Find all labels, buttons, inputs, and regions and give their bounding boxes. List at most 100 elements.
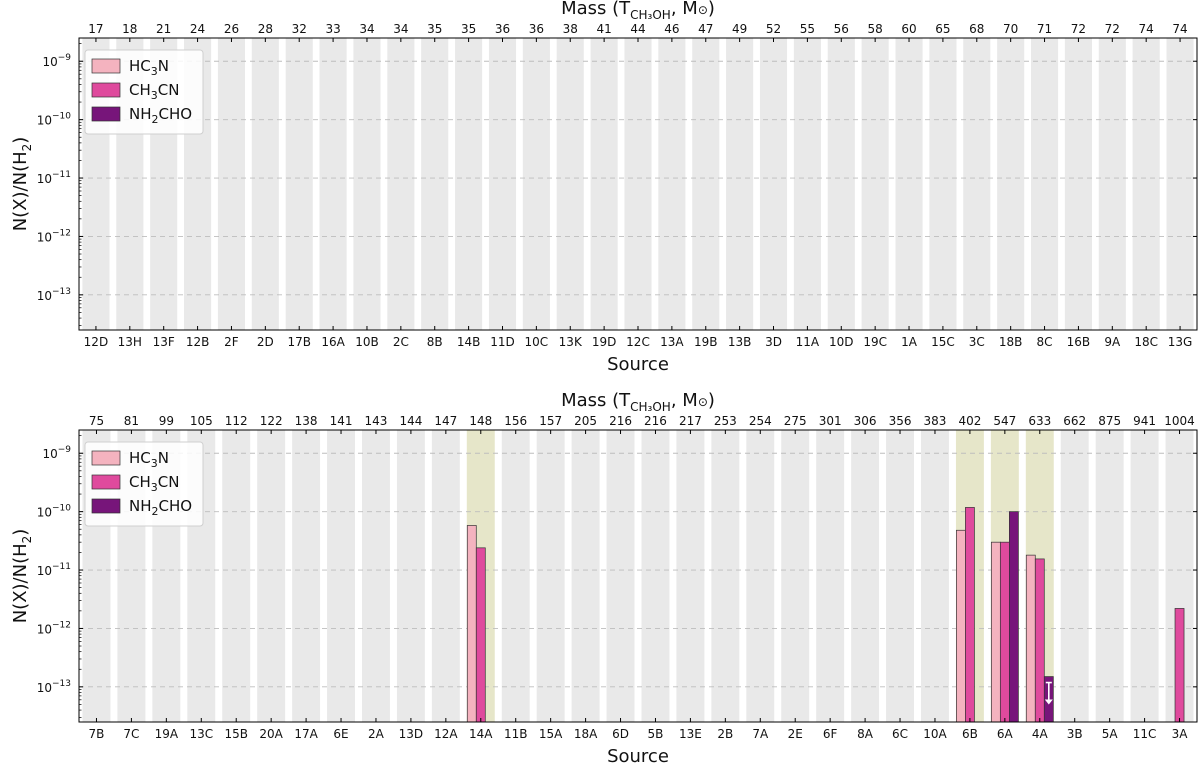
mass-tick-label: 75 bbox=[89, 414, 104, 428]
x-tick-label-20A: 20A bbox=[259, 727, 283, 741]
chart-panel-bottom: 10−9 10−10 10−11 10−12 10−13 7B 75 7C 81 19A 99 13C… bbox=[10, 390, 1198, 764]
x-axis-title: Source bbox=[607, 746, 669, 764]
source-band-1A bbox=[895, 38, 923, 330]
mass-tick-label: 306 bbox=[854, 414, 877, 428]
x-axis-title: Source bbox=[607, 354, 669, 375]
mass-tick-label: 28 bbox=[258, 22, 273, 36]
x-tick-label-6B: 6B bbox=[962, 727, 978, 741]
mass-tick-label: 122 bbox=[260, 414, 283, 428]
x-tick-label-10B: 10B bbox=[355, 335, 379, 349]
mass-tick-label: 383 bbox=[924, 414, 947, 428]
source-band-11D bbox=[488, 38, 517, 330]
legend-label-2: NH2CHO bbox=[129, 497, 192, 518]
source-band-16B bbox=[1064, 38, 1092, 330]
mass-tick-label: 26 bbox=[224, 22, 239, 36]
x-tick-label-11C: 11C bbox=[1133, 727, 1157, 741]
source-band-11B bbox=[501, 430, 530, 722]
source-band-17A bbox=[292, 430, 321, 722]
source-band-13B bbox=[726, 38, 754, 330]
mass-tick-label: 56 bbox=[834, 22, 849, 36]
source-band-13D bbox=[396, 430, 425, 722]
mass-tick-label: 46 bbox=[664, 22, 679, 36]
x-tick-label-13C: 13C bbox=[189, 727, 213, 741]
x-tick-label-7C: 7C bbox=[123, 727, 139, 741]
y-axis-title: N(X)/N(H2) bbox=[10, 137, 34, 232]
source-band-9A bbox=[1098, 38, 1126, 330]
bar-6A-series-0 bbox=[990, 541, 1001, 723]
source-band-3B bbox=[1060, 430, 1089, 722]
source-band-10B bbox=[353, 38, 381, 330]
source-band-3C bbox=[963, 38, 991, 330]
mass-tick-label: 356 bbox=[889, 414, 912, 428]
mass-tick-label: 21 bbox=[156, 22, 171, 36]
mass-tick-label: 32 bbox=[292, 22, 307, 36]
mass-tick-label: 35 bbox=[461, 22, 476, 36]
source-band-13G bbox=[1166, 38, 1194, 330]
x-tick-label-11D: 11D bbox=[490, 335, 515, 349]
x-tick-label-2A: 2A bbox=[368, 727, 385, 741]
y-tick-label: 10−10 bbox=[37, 504, 72, 520]
source-band-6C bbox=[886, 430, 915, 722]
mass-tick-label: 143 bbox=[365, 414, 388, 428]
bar-14A-series-0 bbox=[466, 525, 477, 723]
x-tick-label-3B: 3B bbox=[1067, 727, 1083, 741]
mass-tick-label: 205 bbox=[574, 414, 597, 428]
x-tick-label-12B: 12B bbox=[186, 335, 210, 349]
source-band-2D bbox=[251, 38, 279, 330]
legend-swatch-1 bbox=[91, 82, 121, 98]
bar-14A-series-1 bbox=[475, 547, 486, 723]
x-tick-label-1A: 1A bbox=[901, 335, 918, 349]
mass-tick-label: 216 bbox=[609, 414, 632, 428]
mass-tick-label: 33 bbox=[325, 22, 340, 36]
source-band-8A bbox=[851, 430, 880, 722]
y-tick-label: 10−12 bbox=[37, 620, 71, 636]
source-band-13K bbox=[556, 38, 584, 330]
mass-tick-label: 74 bbox=[1139, 22, 1154, 36]
x-tick-label-8B: 8B bbox=[427, 335, 443, 349]
mass-tick-label: 72 bbox=[1105, 22, 1120, 36]
mass-tick-label: 112 bbox=[225, 414, 248, 428]
mass-tick-label: 60 bbox=[901, 22, 916, 36]
x-tick-label-13K: 13K bbox=[559, 335, 583, 349]
mass-tick-label: 662 bbox=[1063, 414, 1086, 428]
source-band-15B bbox=[222, 430, 251, 722]
source-band-6E bbox=[327, 430, 356, 722]
x-tick-label-6C: 6C bbox=[892, 727, 908, 741]
mass-tick-label: 47 bbox=[698, 22, 713, 36]
mass-tick-label: 70 bbox=[1003, 22, 1018, 36]
source-band-10A bbox=[920, 430, 949, 722]
x-tick-label-5A: 5A bbox=[1102, 727, 1119, 741]
bar-4A-series-1 bbox=[1034, 558, 1045, 723]
mass-tick-label: 35 bbox=[427, 22, 442, 36]
x-tick-label-10A: 10A bbox=[923, 727, 947, 741]
mass-tick-label: 301 bbox=[819, 414, 842, 428]
legend-label-0: HC3N bbox=[129, 449, 169, 470]
source-band-5B bbox=[641, 430, 670, 722]
legend-label-0: HC3N bbox=[129, 57, 169, 78]
bar-6B-series-0 bbox=[956, 529, 966, 723]
x-tick-label-2E: 2E bbox=[788, 727, 803, 741]
source-band-18B bbox=[997, 38, 1025, 330]
mass-tick-label: 875 bbox=[1098, 414, 1121, 428]
mass-tick-label: 41 bbox=[596, 22, 611, 36]
source-band-18C bbox=[1132, 38, 1160, 330]
mass-tick-label: 74 bbox=[1172, 22, 1187, 36]
mass-tick-label: 34 bbox=[359, 22, 374, 36]
mass-tick-label: 99 bbox=[159, 414, 174, 428]
mass-tick-label: 105 bbox=[190, 414, 213, 428]
x-tick-label-6E: 6E bbox=[333, 727, 348, 741]
x-tick-label-13D: 13D bbox=[399, 727, 424, 741]
legend-swatch-1 bbox=[91, 474, 121, 490]
bar-6A-series-1 bbox=[999, 541, 1010, 723]
source-band-19D bbox=[590, 38, 618, 330]
x-tick-label-15C: 15C bbox=[931, 335, 955, 349]
x-tick-label-13E: 13E bbox=[679, 727, 702, 741]
x-tick-label-2D: 2D bbox=[257, 335, 274, 349]
mass-tick-label: 17 bbox=[88, 22, 103, 36]
source-band-2C bbox=[387, 38, 415, 330]
x-tick-label-13A: 13A bbox=[660, 335, 684, 349]
x-tick-label-6D: 6D bbox=[612, 727, 629, 741]
mass-tick-label: 633 bbox=[1028, 414, 1051, 428]
x-tick-label-10D: 10D bbox=[829, 335, 854, 349]
mass-tick-label: 44 bbox=[630, 22, 645, 36]
